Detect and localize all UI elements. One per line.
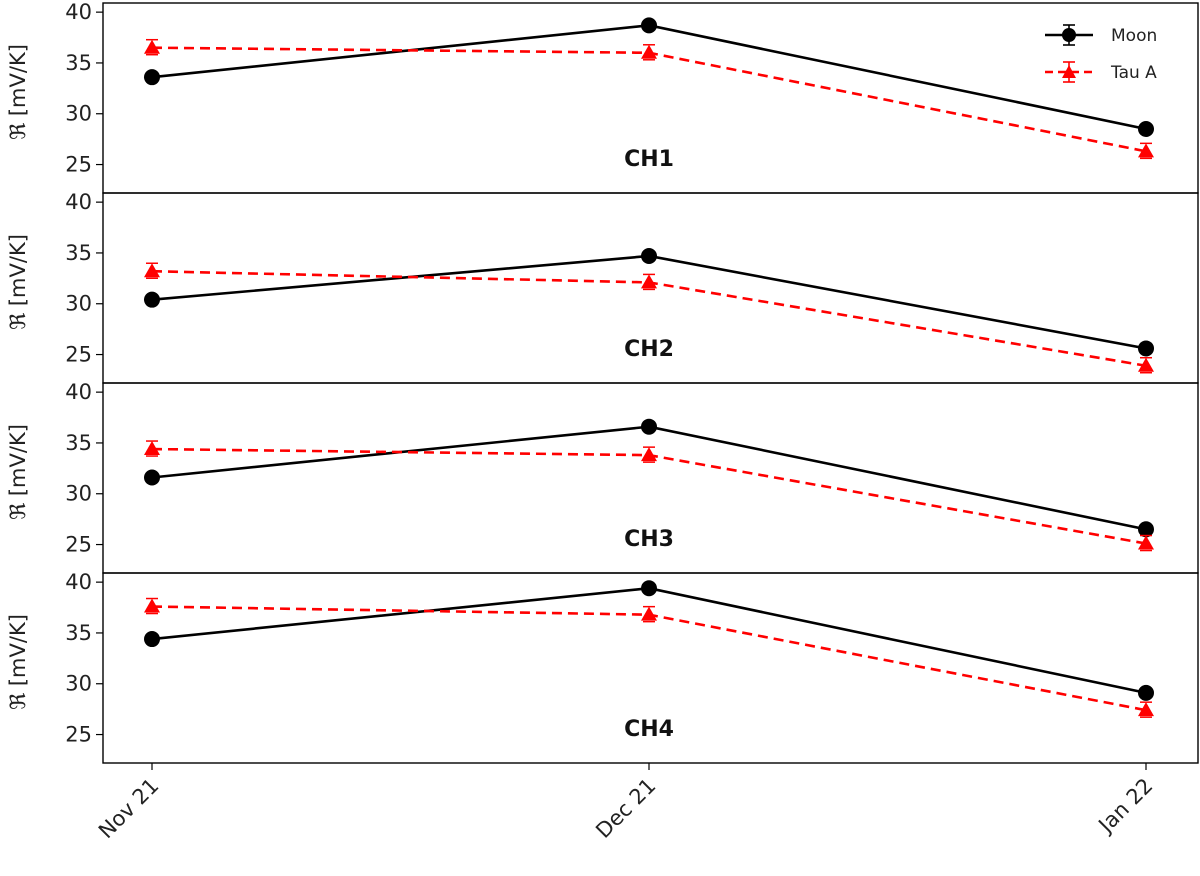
data-point-circle: [641, 247, 657, 264]
data-point-triangle: [1138, 535, 1154, 550]
y-tick-label: 40: [65, 380, 92, 404]
series-moon: [144, 247, 1154, 357]
data-point-circle: [1138, 120, 1154, 137]
y-axis-label: ℜ [mV/K]: [6, 44, 30, 140]
legend: Moon Tau A: [1045, 24, 1157, 83]
y-tick-label: 40: [65, 570, 92, 594]
x-axis: Nov 21 Dec 21 Jan 22: [94, 763, 1158, 843]
series-tau-a: [144, 597, 1154, 718]
data-point-circle: [641, 580, 657, 597]
legend-marker-triangle: [1062, 65, 1076, 78]
data-point-circle: [641, 418, 657, 435]
series-tau-a: [144, 440, 1154, 552]
y-tick-label: 30: [65, 292, 92, 316]
y-tick-label: 35: [65, 51, 92, 75]
series-line: [151, 425, 1147, 531]
data-point-triangle: [1138, 357, 1154, 372]
y-tick-label: 35: [65, 621, 92, 645]
panel-ch4: 25 30 35 40 ℜ [mV/K] CH4: [6, 570, 1199, 764]
series-moon: [144, 580, 1154, 701]
x-tick-label: Nov 21: [94, 774, 164, 844]
legend-marker-circle: [1062, 28, 1076, 42]
data-point-circle: [144, 469, 160, 486]
legend-item-tau-a: Tau A: [1045, 61, 1157, 83]
y-tick-label: 30: [65, 482, 92, 506]
y-tick-label: 25: [65, 343, 92, 367]
series-line: [151, 586, 1147, 695]
y-tick-label: 25: [65, 533, 92, 557]
series-moon: [144, 418, 1154, 538]
y-tick-label: 25: [65, 153, 92, 177]
channel-label: CH4: [624, 717, 674, 742]
data-point-triangle: [641, 447, 657, 462]
series-moon: [144, 17, 1154, 137]
x-tick-label: Dec 21: [591, 774, 660, 843]
series-tau-a: [144, 38, 1154, 160]
panel-ch2: 25 30 35 40 ℜ [mV/K] CH2: [6, 190, 1199, 384]
channel-label: CH1: [624, 147, 674, 172]
data-point-circle: [641, 17, 657, 34]
data-point-triangle: [1138, 702, 1154, 717]
x-tick-label: Jan 22: [1093, 774, 1158, 839]
data-point-triangle: [641, 606, 657, 621]
data-point-circle: [1138, 684, 1154, 701]
legend-item-moon: Moon: [1045, 24, 1157, 46]
channel-label: CH3: [624, 527, 674, 552]
series-line: [151, 46, 1147, 153]
data-point-circle: [1138, 340, 1154, 357]
data-point-triangle: [641, 274, 657, 289]
data-point-circle: [144, 631, 160, 648]
y-axis-label: ℜ [mV/K]: [6, 424, 30, 520]
y-tick-label: 30: [65, 672, 92, 696]
legend-label: Tau A: [1110, 63, 1157, 83]
y-axis-label: ℜ [mV/K]: [6, 614, 30, 710]
panel-ch3: 25 30 35 40 ℜ [mV/K] CH3: [6, 380, 1199, 574]
data-point-triangle: [144, 441, 160, 456]
y-tick-label: 40: [65, 0, 92, 24]
series-line: [151, 24, 1147, 131]
legend-label: Moon: [1111, 26, 1157, 46]
y-tick-label: 30: [65, 102, 92, 126]
channel-label: CH2: [624, 337, 674, 362]
data-point-triangle: [641, 44, 657, 59]
data-point-triangle: [1138, 143, 1154, 158]
y-tick-label: 25: [65, 723, 92, 747]
panel-ch1: 25 30 35 40 ℜ [mV/K] CH1: [6, 0, 1199, 194]
panel-frame: [102, 572, 1199, 764]
data-point-triangle: [144, 598, 160, 613]
y-tick-label: 35: [65, 241, 92, 265]
data-point-circle: [144, 69, 160, 86]
data-point-triangle: [144, 39, 160, 54]
data-point-triangle: [144, 263, 160, 278]
data-point-circle: [144, 291, 160, 308]
y-tick-label: 35: [65, 431, 92, 455]
y-axis-label: ℜ [mV/K]: [6, 234, 30, 330]
y-tick-label: 40: [65, 190, 92, 214]
series-line: [151, 254, 1147, 350]
series-tau-a: [144, 262, 1154, 374]
data-point-circle: [1138, 521, 1154, 538]
